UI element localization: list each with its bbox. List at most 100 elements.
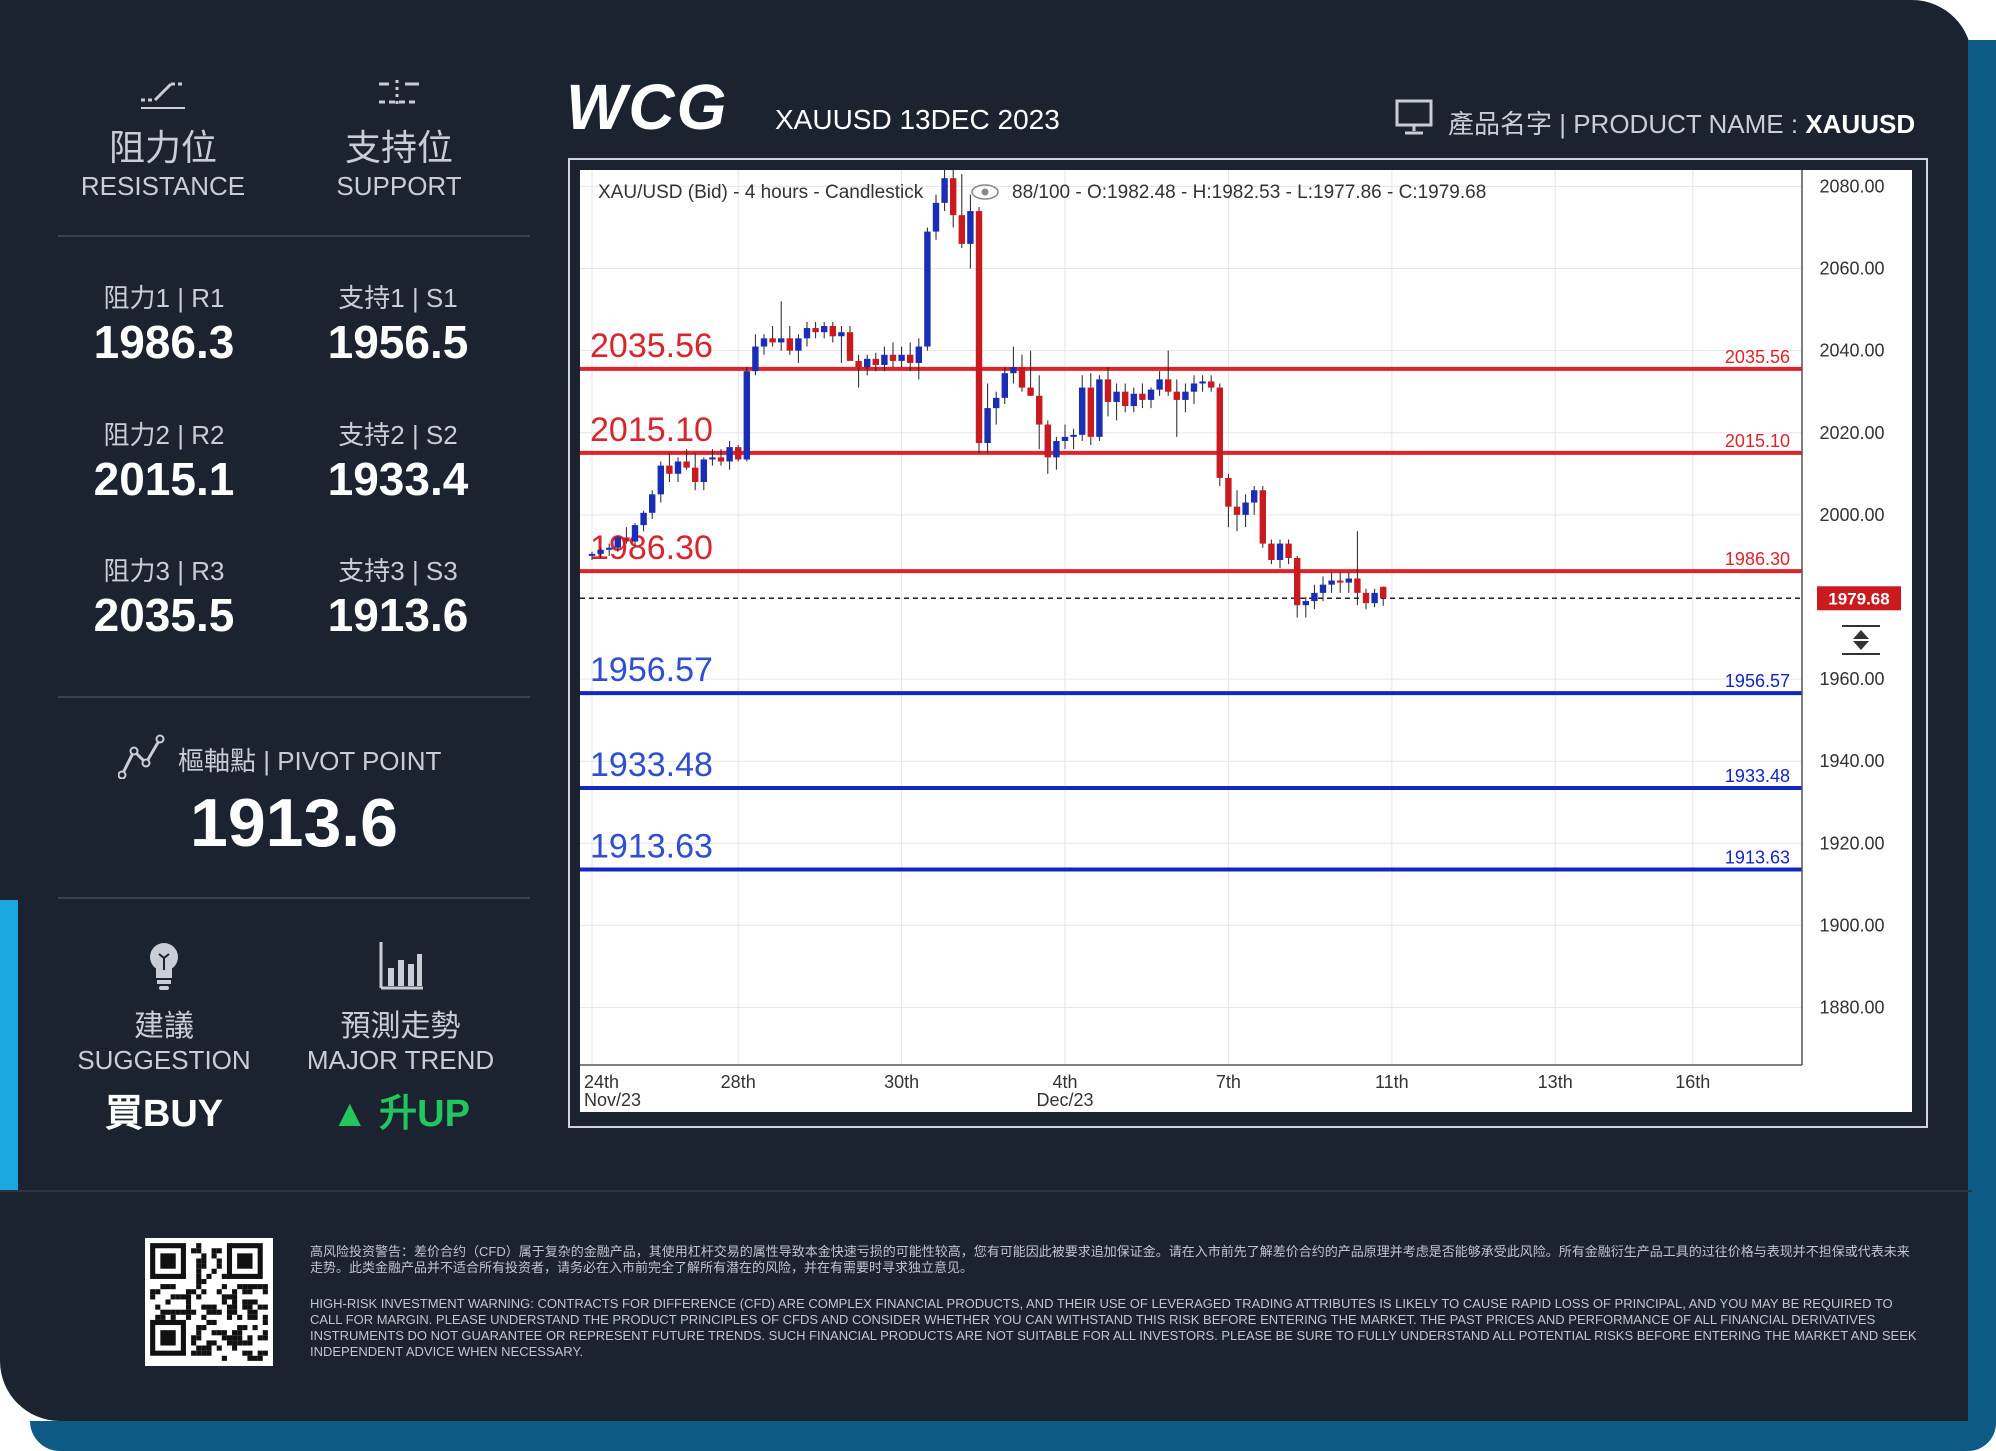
qr-module [211, 1319, 217, 1326]
qr-module [242, 1304, 248, 1310]
qr-module [155, 1314, 161, 1320]
qr-module [196, 1268, 202, 1274]
qr-module [206, 1309, 212, 1315]
qr-module [201, 1314, 207, 1320]
r1-block: 阻力1 | R1 1986.3 [64, 278, 264, 369]
qr-module [211, 1330, 217, 1336]
qr-module [196, 1325, 202, 1331]
qr-module [242, 1350, 248, 1356]
candle-body [941, 178, 948, 203]
qr-module [201, 1304, 207, 1310]
divider [58, 897, 530, 899]
support-level-axis-label: 1933.48 [1725, 766, 1790, 786]
candle [1018, 354, 1026, 392]
card-edge-bottom [30, 1421, 1996, 1451]
candle-body [786, 338, 793, 351]
qr-module [191, 1289, 197, 1295]
candle-body [829, 326, 836, 337]
qr-module [170, 1309, 176, 1315]
candle [898, 346, 905, 368]
qr-module [232, 1330, 238, 1336]
candle-body [1096, 379, 1103, 437]
candle-body [597, 549, 604, 554]
axis-scale-toggle-icon[interactable] [1842, 625, 1880, 655]
candle [1173, 379, 1180, 437]
resistance-level-axis-label: 2035.56 [1725, 347, 1790, 367]
candle-body [1018, 367, 1026, 388]
candle-body [1302, 601, 1309, 606]
candle [1096, 375, 1103, 441]
support-level-label: 1956.57 [590, 651, 713, 689]
candle-body [1053, 440, 1060, 458]
candle-body [1251, 490, 1258, 503]
candle-body [821, 326, 828, 333]
qr-module [216, 1289, 222, 1295]
candle [717, 449, 725, 466]
qr-module [262, 1335, 268, 1341]
candle-body [735, 447, 742, 460]
candle [760, 334, 768, 355]
candle-body [1337, 580, 1344, 583]
qr-module [226, 1304, 233, 1310]
candle-body [674, 461, 682, 474]
pivot-header: 樞軸點 | PIVOT POINT [118, 733, 498, 779]
support-line-icon [379, 80, 419, 104]
qr-module [221, 1294, 227, 1300]
qr-module [237, 1325, 243, 1331]
candle [692, 453, 699, 491]
card-edge-right [1968, 40, 1996, 1451]
qr-module [216, 1248, 222, 1254]
y-tick-label: 1940.00 [1819, 751, 1884, 771]
candle-body [1182, 391, 1189, 400]
candle [1251, 486, 1258, 515]
candle-body [683, 461, 690, 468]
candle [1225, 473, 1232, 528]
qr-finder [160, 1253, 176, 1269]
qr-module [150, 1289, 156, 1295]
y-tick-label: 1920.00 [1819, 833, 1884, 853]
pivot-chart-icon [118, 734, 165, 779]
qr-module [201, 1263, 207, 1269]
qr-module [247, 1335, 253, 1341]
product-label: 產品名字 | PRODUCT NAME : [1448, 109, 1806, 139]
candle [631, 523, 639, 546]
candle-body [1027, 387, 1034, 396]
r2-value: 2015.1 [93, 453, 235, 505]
candle-body [967, 211, 974, 244]
qr-module [247, 1314, 253, 1320]
qr-module [196, 1273, 202, 1279]
candle [769, 326, 776, 347]
qr-module [262, 1304, 268, 1310]
eye-icon[interactable] [971, 184, 999, 200]
suggestion-value: 買BUY [104, 1093, 224, 1135]
candle [864, 354, 871, 376]
divider [58, 696, 530, 698]
candle [1345, 572, 1352, 593]
candle-body [717, 457, 725, 462]
qr-code[interactable] [145, 1238, 273, 1366]
y-tick-label: 1880.00 [1819, 998, 1884, 1018]
qr-module [252, 1309, 258, 1315]
r1-label: 阻力1 | R1 [103, 283, 225, 313]
candle-body [1354, 578, 1361, 593]
candle [588, 551, 596, 561]
candle-body [726, 447, 733, 462]
qr-module [201, 1289, 207, 1295]
qr-module [257, 1350, 263, 1356]
candle-body [778, 338, 785, 343]
candle-body [649, 494, 656, 513]
candle-body [924, 231, 931, 347]
current-price-label: 1979.68 [1828, 589, 1889, 608]
qr-module [242, 1284, 248, 1290]
candle [941, 170, 948, 212]
candle-body [915, 346, 922, 363]
qr-module [252, 1299, 258, 1305]
qr-module [252, 1314, 258, 1320]
qr-module [211, 1253, 217, 1259]
qr-module [237, 1340, 243, 1346]
qr-module [165, 1284, 171, 1290]
qr-finder [160, 1330, 176, 1346]
candle [975, 206, 983, 454]
qr-module [185, 1314, 192, 1320]
candle [640, 510, 647, 532]
